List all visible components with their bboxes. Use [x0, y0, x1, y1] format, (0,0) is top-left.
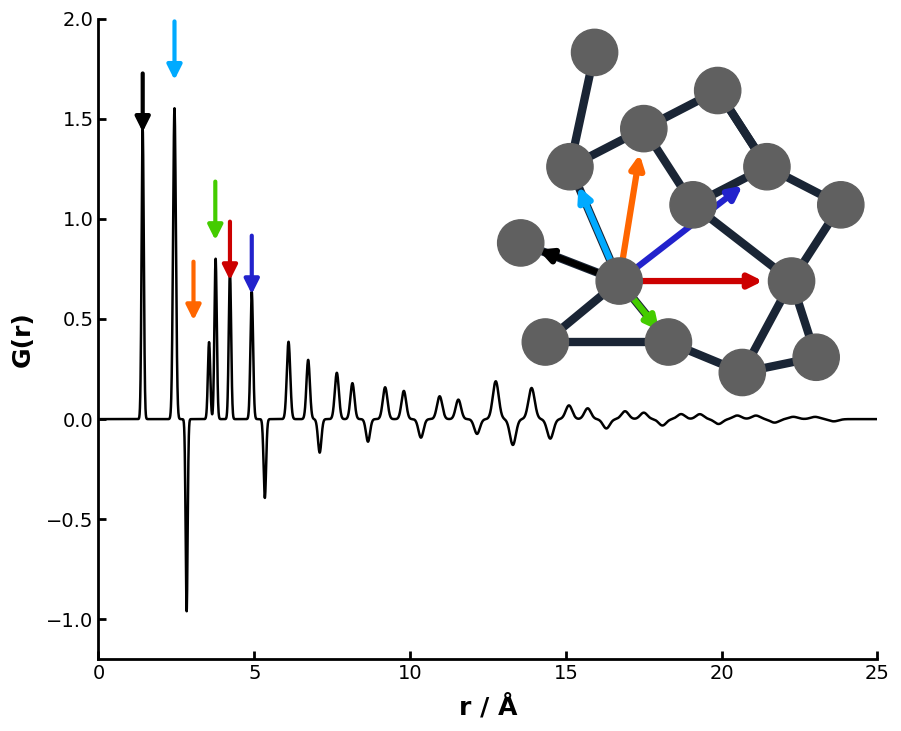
Y-axis label: G(r): G(r): [11, 311, 35, 367]
X-axis label: r / Å: r / Å: [459, 694, 517, 720]
